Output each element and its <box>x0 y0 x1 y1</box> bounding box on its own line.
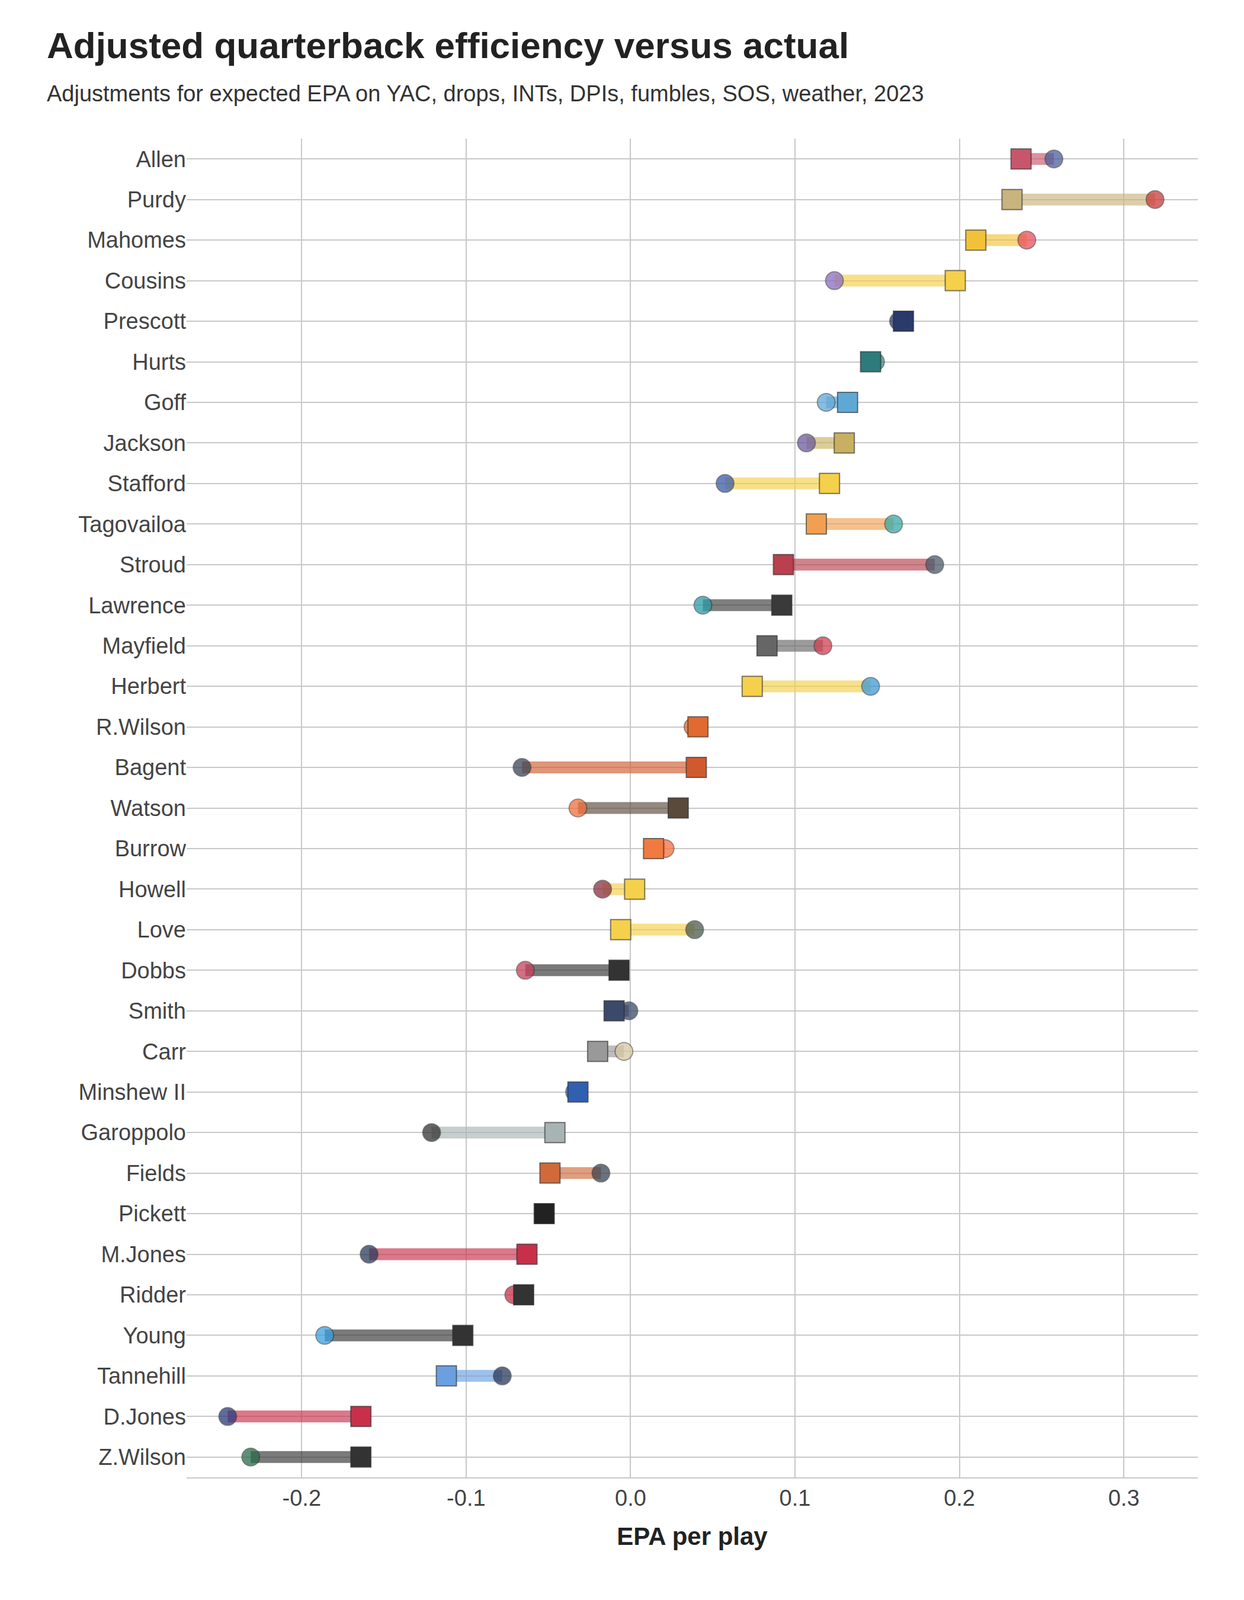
svg-text:Cousins: Cousins <box>104 268 187 294</box>
svg-text:D.Jones: D.Jones <box>103 1403 187 1429</box>
svg-text:Smith: Smith <box>128 998 187 1024</box>
svg-text:Dobbs: Dobbs <box>120 957 187 983</box>
svg-text:Fields: Fields <box>126 1160 187 1186</box>
svg-text:EPA per play: EPA per play <box>616 1521 768 1550</box>
svg-text:0.1: 0.1 <box>779 1485 811 1510</box>
svg-text:Minshew II: Minshew II <box>78 1079 187 1105</box>
svg-text:Allen: Allen <box>136 146 187 172</box>
svg-text:Pickett: Pickett <box>118 1200 187 1226</box>
svg-text:M.Jones: M.Jones <box>100 1241 187 1267</box>
svg-text:Carr: Carr <box>142 1039 187 1064</box>
svg-text:Adjustments for expected EPA o: Adjustments for expected EPA on YAC, dro… <box>46 81 925 107</box>
svg-text:-0.1: -0.1 <box>446 1485 486 1510</box>
svg-text:Goff: Goff <box>143 389 187 415</box>
svg-text:Young: Young <box>123 1322 187 1348</box>
svg-text:Burrow: Burrow <box>114 835 187 861</box>
svg-text:Herbert: Herbert <box>110 673 187 699</box>
svg-text:0.3: 0.3 <box>1108 1485 1140 1510</box>
svg-text:Watson: Watson <box>110 795 187 821</box>
svg-text:Tagovailoa: Tagovailoa <box>78 511 187 537</box>
svg-text:Lawrence: Lawrence <box>88 592 187 618</box>
svg-text:0.0: 0.0 <box>614 1485 647 1510</box>
svg-text:Tannehill: Tannehill <box>97 1363 187 1388</box>
svg-text:Prescott: Prescott <box>103 308 187 334</box>
svg-text:Bagent: Bagent <box>114 754 187 780</box>
svg-text:Stafford: Stafford <box>107 470 187 496</box>
svg-text:Purdy: Purdy <box>127 187 187 213</box>
svg-text:Ridder: Ridder <box>119 1281 187 1307</box>
svg-text:Mayfield: Mayfield <box>102 633 187 659</box>
svg-text:-0.2: -0.2 <box>282 1485 322 1510</box>
svg-text:Mahomes: Mahomes <box>87 227 187 253</box>
svg-text:Garoppolo: Garoppolo <box>81 1119 187 1145</box>
svg-text:Adjusted quarterback efficienc: Adjusted quarterback efficiency versus a… <box>46 24 849 66</box>
svg-text:Love: Love <box>137 917 187 942</box>
svg-text:R.Wilson: R.Wilson <box>95 714 187 740</box>
svg-text:Jackson: Jackson <box>103 430 187 456</box>
svg-text:0.2: 0.2 <box>943 1485 976 1510</box>
svg-text:Hurts: Hurts <box>132 349 187 375</box>
svg-text:Stroud: Stroud <box>119 552 187 577</box>
svg-text:Z.Wilson: Z.Wilson <box>98 1444 187 1470</box>
svg-text:Howell: Howell <box>118 876 187 902</box>
